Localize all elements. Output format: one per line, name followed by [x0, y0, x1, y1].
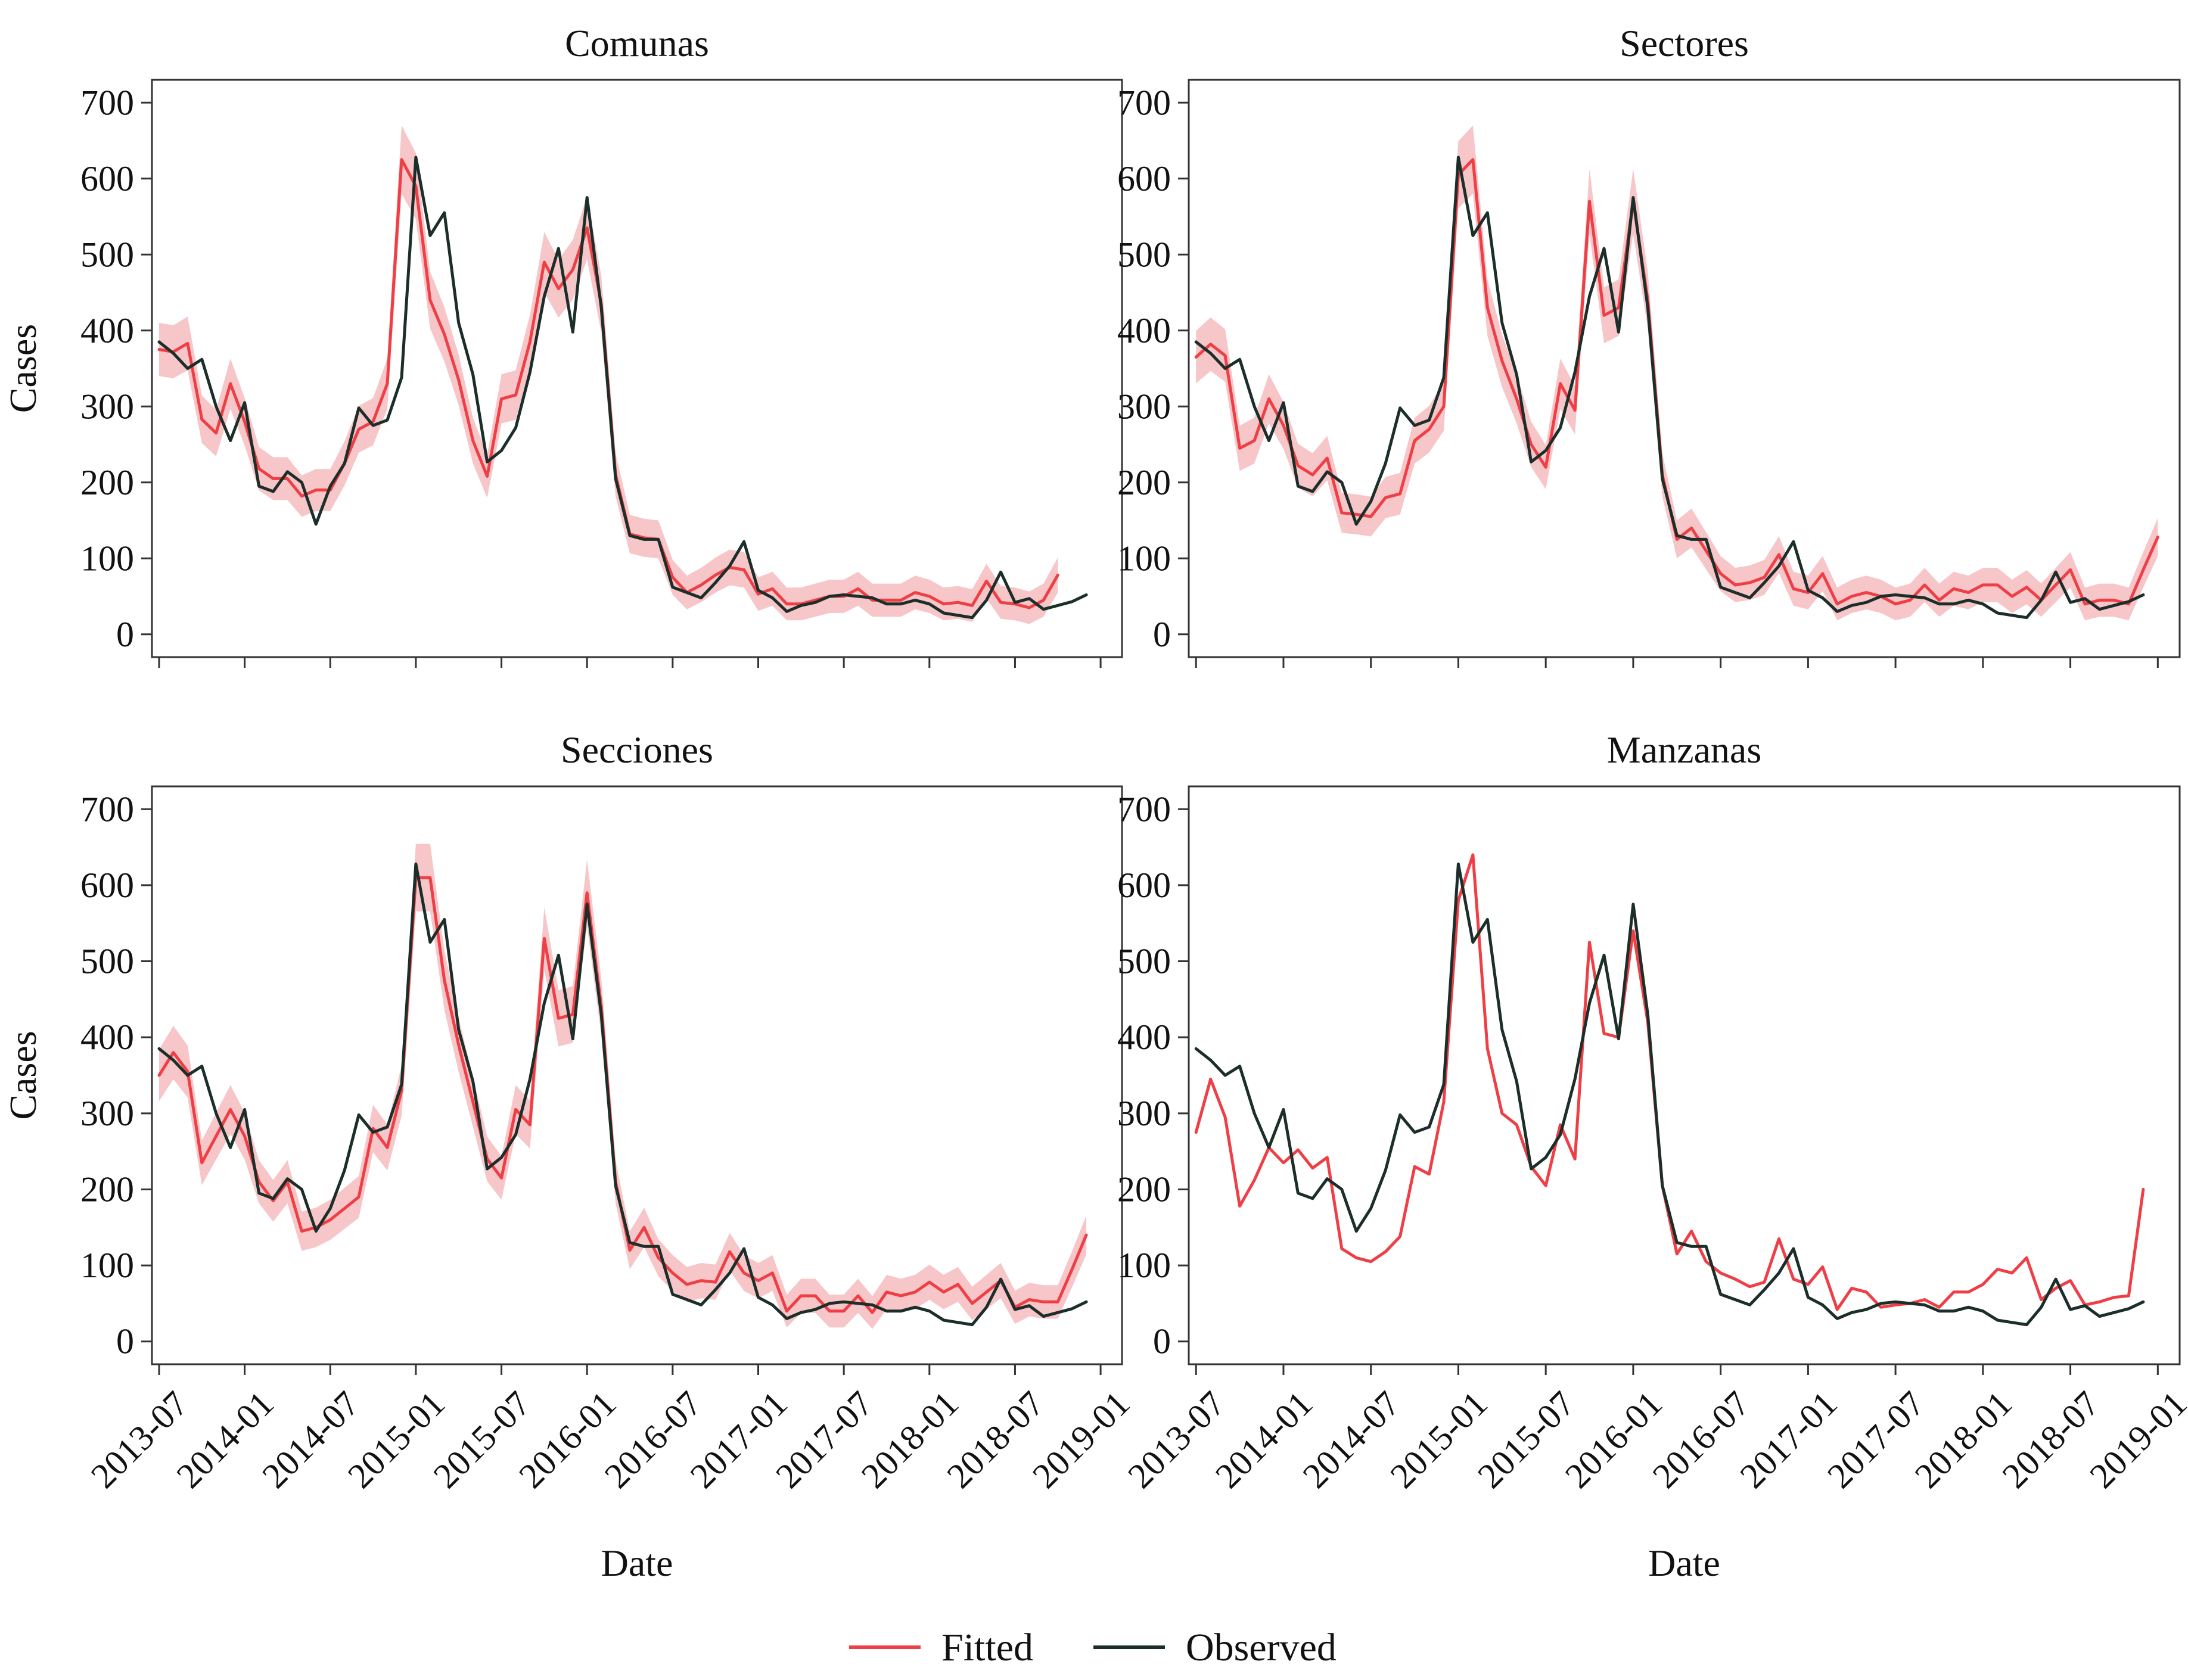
x-tick-label: 2016-01	[511, 1384, 623, 1496]
x-tick-label: 2014-07	[1295, 1384, 1407, 1496]
panel-frame	[1188, 785, 2181, 1365]
y-tick-label: 200	[80, 463, 134, 502]
panel-frame	[151, 785, 1123, 1365]
panel-sectores: Sectores 0 100 200 300 400 500 600 700	[1117, 22, 2181, 668]
x-tick-label: 2017-07	[768, 1384, 880, 1496]
y-axis-title: Cases	[2, 324, 44, 413]
observed-series-line	[1194, 155, 2145, 620]
y-tick-label: 300	[1117, 1094, 1171, 1133]
fitted-series-line	[1194, 158, 2159, 606]
panel-title: Manzanas	[1607, 729, 1761, 771]
x-tick-label: 2017-01	[683, 1384, 795, 1496]
fitted-confidence-band	[1196, 125, 2158, 621]
y-tick-label: 400	[1117, 311, 1171, 350]
plot-area	[1194, 853, 2145, 1327]
panel-comunas: Comunas 0 100 200 300 400 500 600 700 Cases	[2, 22, 1123, 668]
x-tick-label: 2019-01	[1025, 1384, 1137, 1496]
y-tick-label: 100	[80, 539, 134, 578]
x-tick-label: 2015-07	[1470, 1384, 1582, 1496]
x-axis-title: Date	[1648, 1542, 1720, 1584]
observed-series-line	[1194, 862, 2145, 1327]
y-tick-label: 400	[80, 311, 134, 350]
y-tick-label: 500	[80, 235, 134, 274]
y-tick-label: 300	[80, 1094, 134, 1133]
y-tick-label: 500	[1117, 235, 1171, 274]
y-tick-label: 600	[1117, 866, 1171, 905]
plot-area	[157, 844, 1088, 1329]
y-tick-label: 600	[80, 866, 134, 905]
x-tick-label: 2018-07	[940, 1384, 1052, 1496]
x-tick-label: 2015-07	[426, 1384, 538, 1496]
x-tick-label: 2015-01	[340, 1384, 452, 1496]
x-tick-label: 2017-07	[1820, 1384, 1932, 1496]
plot-area	[1194, 125, 2159, 621]
y-tick-label: 400	[1117, 1018, 1171, 1057]
legend-fitted-label: Fitted	[941, 1626, 1033, 1669]
y-tick-label: 100	[80, 1246, 134, 1285]
x-tick-label: 2018-07	[1995, 1384, 2107, 1496]
y-tick-label: 300	[1117, 387, 1171, 426]
y-tick-label: 0	[116, 615, 134, 654]
y-tick-label: 200	[1117, 463, 1171, 502]
panel-title: Comunas	[565, 22, 709, 64]
x-tick-label: 2014-07	[254, 1384, 366, 1496]
fitted-confidence-band	[159, 844, 1087, 1329]
y-tick-label: 700	[1117, 789, 1171, 829]
x-tick-label: 2014-01	[1208, 1384, 1320, 1496]
x-tick-label: 2017-01	[1732, 1384, 1844, 1496]
panel-frame	[151, 79, 1123, 658]
y-tick-label: 0	[116, 1322, 134, 1361]
x-tick-label: 2018-01	[854, 1384, 966, 1496]
panel-manzanas: Manzanas01002003004005006007002013-07201…	[1117, 729, 2188, 1584]
chart-panels: Comunas 0 100 200 300 400 500 600 700 Cases Sector…	[2, 22, 2188, 1584]
x-tick-label: 2016-01	[1558, 1384, 1670, 1496]
y-tick-label: 700	[80, 789, 134, 829]
x-tick-label: 2014-01	[169, 1384, 281, 1496]
y-tick-label: 500	[80, 942, 134, 981]
legend: Fitted Observed	[849, 1626, 1337, 1669]
y-tick-label: 100	[1117, 539, 1171, 578]
panel-secciones: Secciones01002003004005006007002013-0720…	[2, 729, 1137, 1584]
x-tick-label: 2019-01	[2082, 1384, 2188, 1496]
panel-title: Secciones	[561, 729, 713, 771]
y-tick-label: 600	[1117, 159, 1171, 198]
y-tick-label: 0	[1153, 615, 1171, 654]
y-tick-label: 700	[80, 83, 134, 122]
plot-area	[157, 125, 1088, 624]
panel-title: Sectores	[1620, 22, 1749, 64]
x-tick-label: 2016-07	[1645, 1384, 1757, 1496]
y-tick-label: 200	[80, 1169, 134, 1209]
x-tick-label: 2015-01	[1383, 1384, 1495, 1496]
x-tick-label: 2018-01	[1907, 1384, 2019, 1496]
fitted-series-line	[157, 876, 1088, 1314]
y-axis-title: Cases	[2, 1031, 44, 1119]
x-tick-label: 2013-07	[83, 1384, 195, 1496]
y-tick-label: 200	[1117, 1169, 1171, 1209]
y-tick-label: 700	[1117, 83, 1171, 122]
x-axis-title: Date	[601, 1542, 673, 1584]
observed-series-line	[157, 155, 1088, 620]
observed-series-line	[157, 862, 1088, 1327]
fitted-series-line	[1194, 853, 2145, 1311]
legend-observed-label: Observed	[1186, 1626, 1337, 1669]
x-tick-label: 2013-07	[1120, 1384, 1232, 1496]
panel-frame	[1188, 79, 2181, 658]
y-tick-label: 400	[80, 1018, 134, 1057]
y-tick-label: 0	[1153, 1322, 1171, 1361]
y-tick-label: 300	[80, 387, 134, 426]
y-tick-label: 600	[80, 159, 134, 198]
y-tick-label: 500	[1117, 942, 1171, 981]
x-tick-label: 2016-07	[597, 1384, 709, 1496]
y-tick-label: 100	[1117, 1246, 1171, 1285]
